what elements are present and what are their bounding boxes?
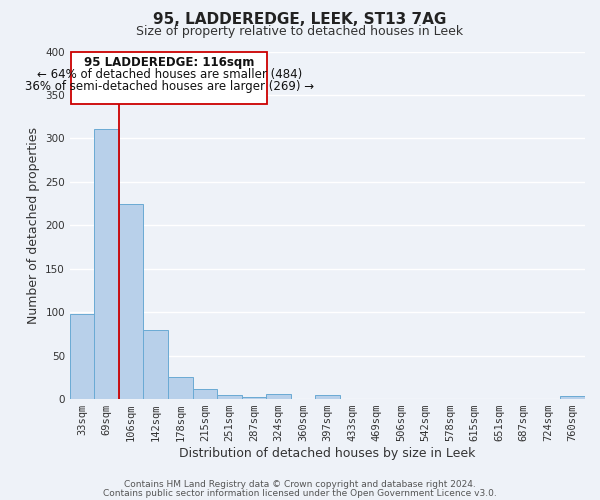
Bar — [193, 388, 217, 399]
Bar — [315, 394, 340, 399]
Bar — [560, 396, 585, 399]
Bar — [217, 394, 242, 399]
Bar — [143, 330, 168, 399]
X-axis label: Distribution of detached houses by size in Leek: Distribution of detached houses by size … — [179, 447, 476, 460]
Text: 95 LADDEREDGE: 116sqm: 95 LADDEREDGE: 116sqm — [84, 56, 254, 69]
Text: 95, LADDEREDGE, LEEK, ST13 7AG: 95, LADDEREDGE, LEEK, ST13 7AG — [154, 12, 446, 28]
Text: Contains public sector information licensed under the Open Government Licence v3: Contains public sector information licen… — [103, 489, 497, 498]
Bar — [168, 378, 193, 399]
Text: Size of property relative to detached houses in Leek: Size of property relative to detached ho… — [136, 25, 464, 38]
Bar — [70, 314, 94, 399]
Bar — [242, 398, 266, 399]
Y-axis label: Number of detached properties: Number of detached properties — [27, 127, 40, 324]
Text: Contains HM Land Registry data © Crown copyright and database right 2024.: Contains HM Land Registry data © Crown c… — [124, 480, 476, 489]
Bar — [266, 394, 290, 399]
Bar — [94, 129, 119, 399]
FancyBboxPatch shape — [71, 52, 268, 104]
Bar — [119, 204, 143, 399]
Text: 36% of semi-detached houses are larger (269) →: 36% of semi-detached houses are larger (… — [25, 80, 314, 93]
Text: ← 64% of detached houses are smaller (484): ← 64% of detached houses are smaller (48… — [37, 68, 302, 81]
